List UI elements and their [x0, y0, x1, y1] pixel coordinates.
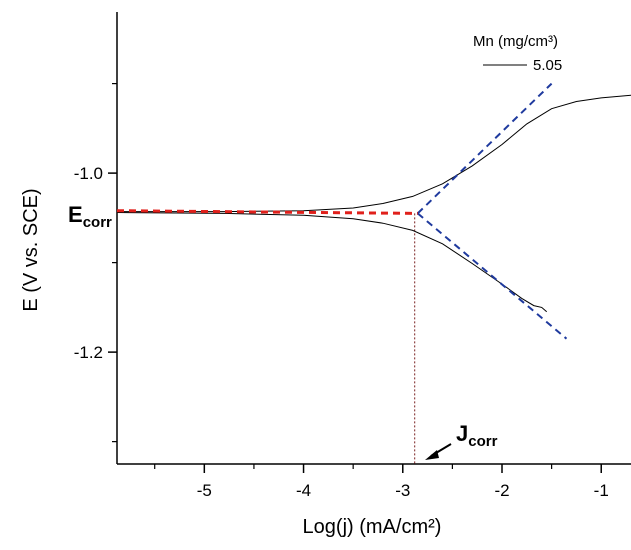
x-tick-label: -2 — [494, 481, 509, 500]
jcorr-annotation: Jcorr — [425, 421, 498, 460]
x-tick-label: -4 — [296, 481, 311, 500]
ticks — [108, 83, 602, 473]
legend-entry-label: 5.05 — [533, 57, 562, 74]
series-line-cathodic — [116, 212, 548, 313]
jcorr-arrow-head — [425, 450, 439, 460]
corrosion-potential-line — [116, 209, 418, 215]
ecorr-sub: corr — [83, 214, 112, 231]
x-tick-label: -1 — [594, 481, 609, 500]
data-lines — [116, 82, 631, 464]
legend: Mn (mg/cm³) 5.05 — [473, 33, 562, 74]
series-line-anodic — [117, 94, 631, 213]
cathodic-tafel — [417, 212, 568, 340]
x-tick-label: -5 — [197, 481, 212, 500]
x-tick-label: -3 — [395, 481, 410, 500]
jcorr-main: J — [456, 421, 468, 446]
x-axis-label: Log(j) (mA/cm²) — [303, 516, 442, 538]
ecorr-main: E — [68, 202, 83, 227]
anodic-tafel — [417, 82, 553, 215]
jcorr-label: Jcorr — [456, 421, 498, 450]
y-tick-label: -1.0 — [74, 164, 103, 183]
y-tick-label: -1.2 — [74, 343, 103, 362]
tick-labels: -5 -4 -3 -2 -1 -1.0 -1.2 — [74, 164, 609, 500]
jcorr-sub: corr — [468, 433, 497, 450]
ecorr-annotation: Ecorr — [68, 202, 112, 231]
axes — [116, 12, 631, 465]
y-axis-label: E (V vs. SCE) — [20, 188, 42, 311]
legend-title: Mn (mg/cm³) — [473, 33, 558, 50]
